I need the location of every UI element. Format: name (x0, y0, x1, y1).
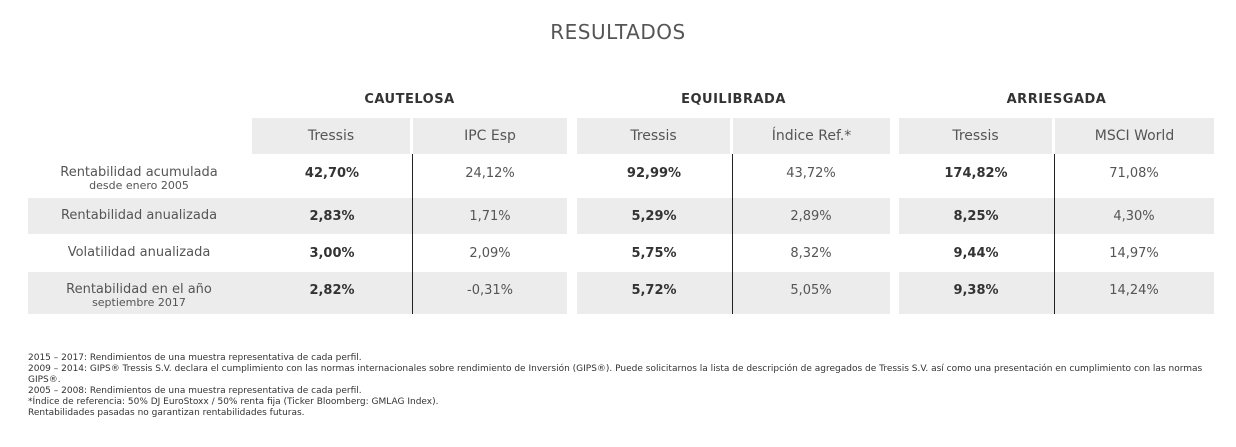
column-header: Índice Ref.* (733, 118, 890, 154)
table-cell: 174,82% (944, 166, 1008, 181)
row-label: Rentabilidad anualizada (28, 209, 250, 223)
row-label-main: Rentabilidad acumulada (60, 165, 218, 180)
table-cell: 14,24% (1109, 283, 1159, 298)
footnote: 2009 – 2014: GIPS® Tressis S.V. declara … (28, 364, 1203, 385)
table-cell: 92,99% (626, 166, 682, 181)
table-cell: 5,72% (631, 283, 677, 298)
column-divider (732, 154, 733, 314)
row-label-main: Volatilidad anualizada (67, 245, 211, 260)
table-cell: 2,83% (309, 209, 355, 224)
table-cell: -0,31% (467, 283, 513, 298)
row-background (577, 272, 890, 314)
table-cell: 2,82% (309, 283, 355, 298)
row-label-sub: desde enero 2005 (89, 179, 189, 192)
table-cell: 14,97% (1109, 246, 1159, 261)
group-title-cautelosa: CAUTELOSA (364, 92, 455, 107)
footnote: 2015 – 2017: Rendimientos de una muestra… (28, 353, 362, 363)
footnote: Rentabilidades pasadas no garantizan ren… (28, 408, 305, 418)
table-cell: 71,08% (1109, 166, 1159, 181)
column-divider (412, 154, 413, 314)
table-cell: 1,71% (469, 209, 511, 224)
row-label: Rentabilidad acumulada desde enero 2005 (28, 165, 250, 192)
row-label: Volatilidad anualizada (28, 246, 250, 260)
footnote: 2005 – 2008: Rendimientos de una muestra… (28, 386, 362, 396)
row-background (577, 198, 890, 234)
column-header: IPC Esp (413, 118, 567, 154)
table-cell: 8,25% (953, 209, 999, 224)
column-header: Tressis (577, 118, 730, 154)
table-cell: 5,75% (631, 246, 677, 261)
table-cell: 5,05% (790, 283, 832, 298)
row-background (28, 272, 567, 314)
table-cell: 24,12% (465, 166, 515, 181)
column-divider (1054, 154, 1055, 314)
table-cell: 2,09% (469, 246, 511, 261)
row-label-main: Rentabilidad en el año (66, 282, 212, 297)
column-header: MSCI World (1055, 118, 1214, 154)
row-background (899, 198, 1214, 234)
table-cell: 9,38% (953, 283, 999, 298)
row-label-sub: septiembre 2017 (92, 296, 186, 309)
group-title-equilibrada: EQUILIBRADA (681, 92, 786, 107)
table-cell: 5,29% (631, 209, 677, 224)
group-title-arriesgada: ARRIESGADA (1006, 92, 1107, 107)
table-cell: 42,70% (304, 166, 360, 181)
footnote: *Índice de referencia: 50% DJ EuroStoxx … (28, 397, 439, 407)
table-cell: 9,44% (953, 246, 999, 261)
table-cell: 43,72% (786, 166, 836, 181)
page-title: RESULTADOS (550, 20, 686, 44)
column-header: Tressis (899, 118, 1052, 154)
table-cell: 4,30% (1113, 209, 1155, 224)
row-label-main: Rentabilidad anualizada (60, 208, 218, 223)
table-cell: 8,32% (790, 246, 832, 261)
column-header: Tressis (252, 118, 410, 154)
row-background (28, 198, 567, 234)
row-label: Rentabilidad en el año septiembre 2017 (28, 282, 250, 309)
table-cell: 3,00% (309, 246, 355, 261)
table-cell: 2,89% (790, 209, 832, 224)
footnotes: 2015 – 2017: Rendimientos de una muestra… (28, 353, 1208, 419)
row-background (899, 272, 1214, 314)
